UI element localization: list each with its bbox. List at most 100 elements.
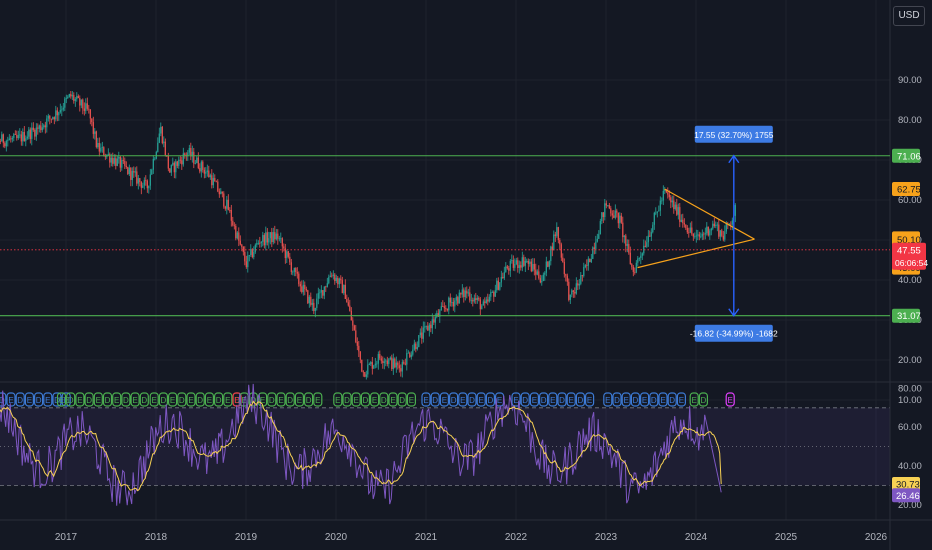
candle-body[interactable]: [533, 263, 535, 270]
candle-body[interactable]: [133, 171, 135, 173]
candle-body[interactable]: [109, 154, 111, 163]
candle-body[interactable]: [637, 258, 639, 263]
candle-body[interactable]: [160, 126, 162, 134]
candle-body[interactable]: [139, 178, 141, 183]
candle-body[interactable]: [95, 131, 97, 148]
event-marker[interactable]: [15, 392, 25, 407]
candle-body[interactable]: [547, 261, 549, 267]
candle-body[interactable]: [1, 134, 3, 142]
candle-body[interactable]: [385, 360, 387, 362]
candle-body[interactable]: [197, 157, 199, 169]
candle-body[interactable]: [688, 232, 690, 234]
candle-body[interactable]: [499, 282, 501, 290]
candle-body[interactable]: [482, 301, 484, 306]
candle-body[interactable]: [302, 284, 304, 293]
candle-body[interactable]: [599, 221, 601, 235]
candle-body[interactable]: [100, 147, 102, 152]
candle-body[interactable]: [367, 364, 369, 375]
candle-body[interactable]: [70, 93, 72, 97]
event-marker[interactable]: [285, 392, 295, 407]
event-marker[interactable]: [177, 392, 187, 407]
candle-body[interactable]: [53, 117, 55, 120]
candle-body[interactable]: [505, 266, 507, 273]
candle-body[interactable]: [221, 191, 223, 194]
candle-body[interactable]: [512, 260, 514, 268]
candle-body[interactable]: [41, 127, 43, 131]
candle-body[interactable]: [286, 251, 288, 258]
candle-body[interactable]: [259, 242, 261, 244]
candle-body[interactable]: [425, 325, 427, 327]
candle-body[interactable]: [496, 280, 498, 291]
candle-body[interactable]: [278, 238, 280, 240]
candle-body[interactable]: [421, 332, 423, 339]
candle-body[interactable]: [716, 224, 718, 226]
candle-body[interactable]: [179, 159, 181, 161]
candle-body[interactable]: [20, 134, 22, 142]
candle-body[interactable]: [520, 265, 522, 268]
candle-body[interactable]: [410, 354, 412, 357]
event-marker[interactable]: [149, 392, 159, 407]
candle-body[interactable]: [610, 208, 612, 214]
candle-body[interactable]: [395, 362, 397, 368]
candle-body[interactable]: [502, 276, 504, 279]
candle-body[interactable]: [665, 189, 667, 193]
candle-body[interactable]: [601, 212, 603, 222]
rsi-ma-line[interactable]: [0, 400, 722, 492]
candle-body[interactable]: [295, 267, 297, 273]
event-marker[interactable]: [112, 392, 122, 407]
candle-body[interactable]: [205, 171, 207, 174]
candle-body[interactable]: [656, 211, 658, 213]
event-marker[interactable]: [467, 392, 477, 407]
candle-body[interactable]: [670, 197, 672, 203]
candle-body[interactable]: [628, 244, 630, 253]
candle-body[interactable]: [29, 129, 31, 139]
candle-body[interactable]: [517, 260, 519, 269]
candle-body[interactable]: [218, 191, 220, 195]
candle-body[interactable]: [289, 256, 291, 263]
event-marker[interactable]: [476, 392, 486, 407]
candle-body[interactable]: [617, 212, 619, 224]
candle-body[interactable]: [89, 109, 91, 119]
candle-body[interactable]: [424, 326, 426, 328]
candle-body[interactable]: [227, 199, 229, 210]
candle-body[interactable]: [191, 151, 193, 157]
candle-body[interactable]: [296, 272, 298, 274]
candle-body[interactable]: [650, 232, 652, 237]
candle-body[interactable]: [194, 162, 196, 164]
candle-body[interactable]: [224, 206, 226, 209]
candle-body[interactable]: [539, 278, 541, 283]
event-marker[interactable]: [195, 392, 205, 407]
candle-body[interactable]: [595, 241, 597, 249]
candle-body[interactable]: [692, 233, 694, 237]
candle-body[interactable]: [580, 275, 582, 284]
candle-body[interactable]: [695, 235, 697, 237]
candle-body[interactable]: [230, 210, 232, 221]
candle-body[interactable]: [178, 159, 180, 166]
candle-body[interactable]: [311, 302, 313, 305]
candle-body[interactable]: [551, 246, 553, 251]
candle-body[interactable]: [376, 363, 378, 365]
candle-body[interactable]: [565, 274, 567, 276]
candle-body[interactable]: [175, 161, 177, 173]
candle-body[interactable]: [404, 363, 406, 365]
candle-body[interactable]: [602, 212, 604, 218]
candle-body[interactable]: [322, 290, 324, 296]
candle-body[interactable]: [572, 290, 574, 293]
candle-body[interactable]: [596, 238, 598, 242]
candle-body[interactable]: [487, 299, 489, 302]
candle-body[interactable]: [64, 98, 66, 108]
candle-body[interactable]: [11, 137, 13, 140]
candle-body[interactable]: [239, 240, 241, 245]
candle-body[interactable]: [115, 158, 117, 166]
candle-body[interactable]: [152, 158, 154, 170]
candle-body[interactable]: [337, 277, 339, 285]
candle-body[interactable]: [649, 235, 651, 237]
candle-body[interactable]: [26, 136, 28, 139]
candle-body[interactable]: [304, 284, 306, 290]
candle-body[interactable]: [172, 162, 174, 165]
event-marker[interactable]: [511, 392, 521, 407]
candle-body[interactable]: [353, 325, 355, 331]
candle-body[interactable]: [137, 178, 139, 184]
event-marker[interactable]: [439, 392, 449, 407]
candle-body[interactable]: [37, 127, 39, 129]
